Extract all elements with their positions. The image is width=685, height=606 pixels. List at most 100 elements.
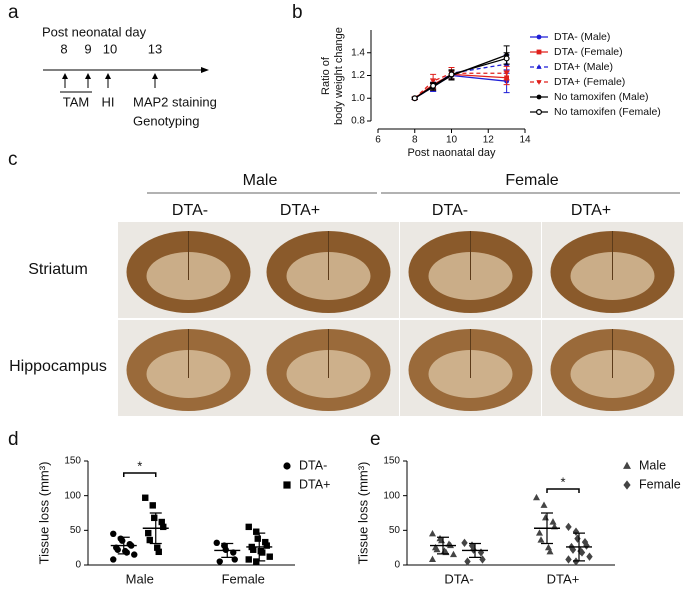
marker	[119, 537, 126, 544]
group-label: Female	[505, 172, 558, 189]
marker	[535, 529, 544, 536]
day-label: 13	[148, 41, 162, 56]
legend-label: No tamoxifen (Male)	[554, 91, 649, 103]
event-label: HI	[102, 94, 115, 109]
marker	[250, 546, 257, 553]
marker	[253, 558, 260, 565]
x-axis-label: Post naonatal day	[407, 147, 496, 159]
marker	[464, 557, 471, 566]
marker	[477, 548, 485, 557]
marker	[536, 49, 542, 55]
marker	[503, 55, 510, 62]
column-label: DTA-	[172, 202, 208, 219]
marker	[142, 494, 149, 501]
series-line	[414, 63, 507, 99]
marker	[262, 538, 269, 546]
sd-bar	[253, 532, 266, 562]
marker	[623, 461, 631, 469]
legend-label: DTA-	[299, 458, 327, 472]
series-line	[414, 74, 507, 99]
marker	[540, 501, 548, 508]
legend-label: DTA+ (Male)	[554, 61, 613, 73]
x-tick-label: DTA+	[547, 571, 580, 586]
legend-label: DTA+ (Female)	[554, 76, 625, 88]
marker	[541, 514, 550, 521]
arrow-head	[201, 67, 209, 73]
significance-bar	[546, 488, 580, 493]
day-label: 10	[103, 41, 117, 56]
significance-bar	[123, 472, 157, 477]
marker	[151, 514, 158, 522]
y-tick-label: 0	[75, 560, 81, 571]
y-tick-label: 150	[383, 456, 400, 467]
marker	[537, 536, 545, 543]
y-tick-label: 150	[64, 456, 81, 467]
panel-label: c	[8, 149, 18, 170]
marker	[428, 529, 437, 537]
x-tick-label: 12	[483, 135, 495, 146]
marker	[574, 534, 581, 543]
marker	[461, 538, 468, 547]
y-tick-label: 100	[64, 490, 81, 501]
marker	[213, 539, 220, 547]
panel-label: b	[292, 2, 303, 23]
panel-label: e	[370, 429, 381, 450]
sd-bar	[117, 536, 130, 555]
sd-bar	[437, 536, 449, 555]
legend-label: Male	[639, 458, 666, 472]
y-axis-label: Tissue loss (mm³)	[36, 462, 51, 565]
marker	[623, 480, 631, 490]
y-tick-label: 50	[389, 525, 401, 536]
marker	[145, 529, 152, 537]
day-label: 9	[84, 41, 91, 56]
marker	[123, 549, 130, 556]
group-label: Male	[243, 172, 278, 189]
marker	[549, 518, 557, 525]
image-panel: Male Female DTA- DTA+ DTA- DTA+ Striatum…	[9, 172, 680, 375]
event-label: TAM	[63, 94, 89, 109]
x-tick-label: 14	[519, 135, 531, 146]
marker	[433, 545, 441, 553]
row-label: Striatum	[28, 261, 88, 278]
sd-bar	[469, 542, 481, 558]
marker	[216, 558, 223, 565]
legend-label: DTA- (Female)	[554, 46, 623, 58]
marker	[448, 71, 455, 78]
x-tick-label: DTA-	[444, 571, 473, 586]
panel-label: d	[8, 429, 19, 450]
marker	[160, 523, 167, 531]
y-tick-label: 0	[394, 560, 400, 571]
marker	[149, 502, 156, 509]
marker	[535, 108, 542, 115]
sd-bar	[149, 512, 162, 545]
timeline-title: Post neonatal day	[42, 24, 147, 39]
sd-bar	[221, 542, 234, 558]
row-label: Hippocampus	[9, 358, 107, 375]
x-tick-label: 8	[412, 135, 418, 146]
arrow-heads	[62, 73, 158, 79]
sd-bar	[541, 512, 553, 545]
marker	[283, 462, 291, 470]
y-tick-label: 1.2	[351, 70, 365, 81]
marker	[154, 544, 161, 551]
marker	[565, 555, 572, 564]
timeline: Post neonatal day 8 9 10 13 TAM HI MAP2 …	[42, 24, 217, 128]
marker	[155, 548, 162, 556]
marker	[266, 553, 273, 560]
y-tick-label: 50	[70, 525, 82, 536]
y-tick-label: 100	[383, 490, 400, 501]
marker	[536, 80, 542, 85]
marker	[428, 555, 437, 563]
legend-label: Female	[639, 477, 681, 491]
y-axis-label: body weight change	[333, 27, 345, 125]
marker	[503, 71, 510, 77]
x-tick-label: Female	[222, 571, 265, 586]
column-label: DTA+	[571, 202, 611, 219]
marker	[586, 552, 593, 561]
marker	[572, 557, 580, 566]
brain-images	[118, 222, 683, 416]
legend-label: No tamoxifen (Female)	[554, 106, 661, 118]
event-label: Genotyping	[133, 113, 200, 128]
marker	[158, 518, 165, 526]
